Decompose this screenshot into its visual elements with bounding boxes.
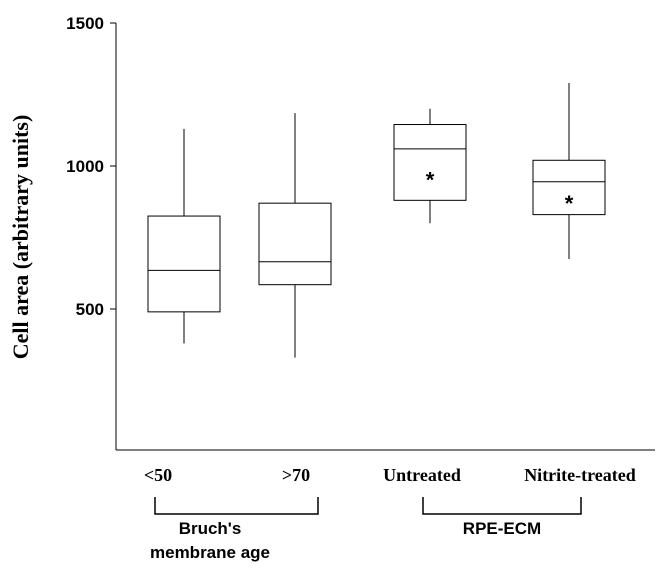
significance-marker: * (426, 168, 435, 193)
box-1 (258, 113, 332, 358)
bracket-line (422, 497, 582, 515)
category-labels: <50 >70 Untreated Nitrite-treated (144, 465, 636, 485)
iqr-box (147, 215, 221, 313)
y-ticks: 500 1000 1500 (66, 14, 116, 319)
group-label: RPE-ECM (463, 519, 541, 538)
box-2: * (393, 108, 467, 224)
group-bracket-1: RPE-ECM (422, 497, 582, 538)
axes (115, 23, 655, 451)
y-tick-label: 1500 (66, 14, 104, 33)
box-3: * (532, 83, 606, 259)
group-label: membrane age (150, 543, 270, 562)
iqr-box (532, 159, 606, 216)
category-label: Nitrite-treated (524, 465, 636, 485)
y-axis-label: Cell area (arbitrary units) (8, 115, 33, 360)
box-0 (147, 128, 221, 344)
group-label: Bruch's (179, 519, 242, 538)
category-label: >70 (282, 465, 310, 485)
significance-marker: * (565, 191, 574, 216)
category-label: Untreated (383, 465, 461, 485)
iqr-box (393, 124, 467, 201)
y-tick-label: 500 (76, 300, 104, 319)
boxes: ** (147, 83, 606, 358)
category-label: <50 (144, 465, 172, 485)
iqr-box (258, 202, 332, 286)
y-tick-label: 1000 (66, 157, 104, 176)
group-bracket-0: Bruch's membrane age (150, 497, 319, 562)
group-brackets: Bruch's membrane age RPE-ECM (150, 497, 582, 562)
bracket-line (154, 497, 319, 515)
